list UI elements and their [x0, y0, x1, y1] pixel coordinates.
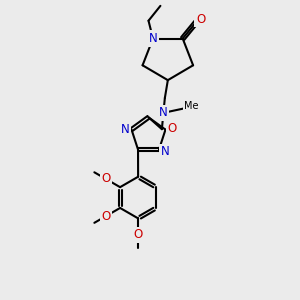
Text: O: O: [101, 210, 111, 223]
Text: O: O: [167, 122, 177, 135]
Text: Me: Me: [184, 101, 199, 111]
Text: O: O: [134, 228, 143, 241]
Text: N: N: [159, 106, 168, 119]
Text: N: N: [160, 146, 169, 158]
Text: N: N: [148, 32, 157, 45]
Text: O: O: [196, 13, 205, 26]
Text: N: N: [121, 123, 129, 136]
Text: O: O: [101, 172, 111, 185]
